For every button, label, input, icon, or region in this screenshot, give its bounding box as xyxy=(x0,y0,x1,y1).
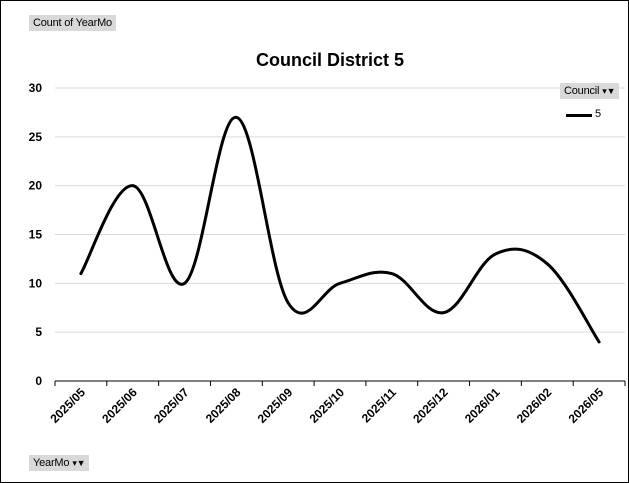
filter-dropdown-icon: ▾▼ xyxy=(602,86,616,97)
x-tick-label: 2025/06 xyxy=(99,385,140,426)
x-tick-label: 2026/01 xyxy=(462,385,503,426)
y-tick-label: 15 xyxy=(29,228,43,242)
series-group xyxy=(79,115,601,344)
y-tick-label: 30 xyxy=(29,81,43,95)
y-tick-label: 0 xyxy=(35,374,42,388)
x-axis-ticks: 2025/05 2025/06 2025/07 2025/08 2025/09 2025/… xyxy=(47,385,606,426)
y-tick-label: 10 xyxy=(29,276,43,290)
x-axis xyxy=(54,380,626,386)
values-field-label: Count of YearMo xyxy=(33,17,112,29)
series-line xyxy=(79,115,601,344)
y-tick-label: 5 xyxy=(35,325,42,339)
x-tick-label: 2026/02 xyxy=(514,385,555,426)
legend-entry-label: 5 xyxy=(595,108,602,120)
legend-swatch xyxy=(566,114,592,117)
x-tick-label: 2025/09 xyxy=(255,385,296,426)
y-tick-label: 20 xyxy=(29,179,43,193)
axis-field-label: YearMo xyxy=(33,457,70,469)
y-axis-ticks: 0 5 10 15 20 25 30 xyxy=(29,81,43,388)
x-tick-label: 2026/05 xyxy=(566,385,607,426)
filter-dropdown-icon: ▾▼ xyxy=(72,458,86,469)
axis-field-button[interactable]: YearMo ▾▼ xyxy=(29,455,90,472)
gridlines xyxy=(55,87,625,333)
x-tick-label: 2025/11 xyxy=(359,385,399,425)
x-tick-label: 2025/10 xyxy=(307,385,348,426)
x-tick-label: 2025/05 xyxy=(47,385,88,426)
y-tick-label: 25 xyxy=(29,130,43,144)
chart-title: Council District 5 xyxy=(256,50,404,70)
x-tick-label: 2025/07 xyxy=(151,385,192,426)
x-tick-label: 2025/12 xyxy=(410,385,451,426)
x-tick-label: 2025/08 xyxy=(203,385,244,426)
legend-field-label: Council xyxy=(564,85,600,97)
values-field-button[interactable]: Count of YearMo xyxy=(29,15,116,31)
legend-field-button[interactable]: Council ▾▼ xyxy=(560,83,620,100)
